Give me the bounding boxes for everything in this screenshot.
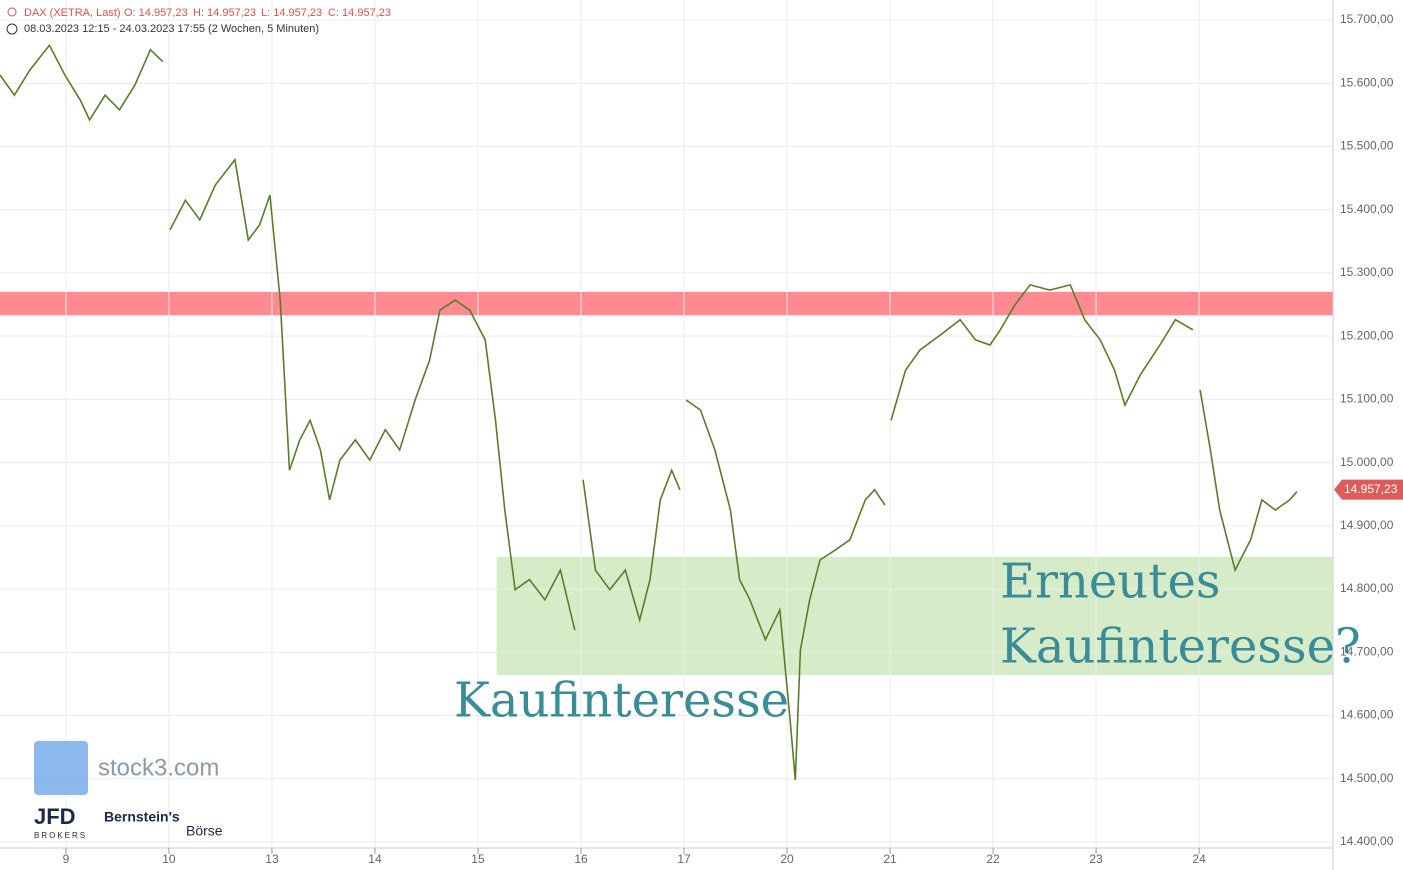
icon — [7, 7, 17, 17]
y-tick-label: 15.600,00 — [1340, 75, 1394, 89]
last-price-tag — [1334, 479, 1403, 500]
y-tick-label: 14.700,00 — [1340, 644, 1394, 658]
bernstein: Bernstein's — [104, 809, 180, 825]
x-tick-label: 9 — [63, 852, 70, 866]
y-tick-label: 15.500,00 — [1340, 139, 1394, 153]
y-tick-label: 14.400,00 — [1340, 834, 1394, 848]
x-tick-label: 23 — [1089, 852, 1103, 866]
low: L: 14.957,23 — [261, 7, 322, 19]
y-tick-label: 15.000,00 — [1340, 455, 1394, 469]
close: C: 14.957,23 — [328, 7, 391, 19]
logo — [34, 741, 88, 795]
x-tick-label: 13 — [265, 852, 279, 866]
price-line — [890, 283, 1194, 421]
y-tick-label: 15.200,00 — [1340, 328, 1394, 342]
stock3: stock3.com — [98, 754, 219, 781]
jfd: JFD — [34, 804, 76, 829]
y-tick-label: 14.500,00 — [1340, 771, 1394, 785]
price-line — [169, 157, 576, 631]
price-line — [1199, 389, 1298, 573]
price-line — [685, 399, 886, 781]
annotation: Kaufinteresse — [454, 673, 789, 729]
x-tick-label: 10 — [162, 852, 176, 866]
y-tick-label: 14.800,00 — [1340, 581, 1394, 595]
x-tick-label: 24 — [1192, 852, 1206, 866]
y-tick-label: 14.600,00 — [1340, 708, 1394, 722]
x-tick-label: 20 — [780, 852, 794, 866]
x-tick-label: 22 — [986, 852, 1000, 866]
annotation: Erneutes — [1000, 554, 1221, 610]
instrument: DAX (XETRA, Last) — [24, 7, 121, 19]
y-tick-label: 15.300,00 — [1340, 265, 1394, 279]
high: H: 14.957,23 — [193, 7, 256, 19]
x-tick-label: 16 — [574, 852, 588, 866]
x-tick-label: 17 — [677, 852, 691, 866]
boerse: Börse — [186, 823, 223, 839]
interval: (2 Wochen, 5 Minuten) — [208, 23, 319, 35]
last-price-label: 14.957,23 — [1344, 482, 1398, 496]
zone — [0, 291, 1333, 316]
icon — [6, 23, 18, 35]
x-tick-label: 14 — [368, 852, 382, 866]
zone — [496, 556, 1333, 676]
jfd-sub: BROKERS — [34, 831, 87, 840]
x-tick-label: 15 — [471, 852, 485, 866]
annotation: Kaufinteresse? — [1000, 619, 1361, 675]
y-tick-label: 15.400,00 — [1340, 202, 1394, 216]
price-line — [582, 468, 681, 624]
y-tick-label: 15.100,00 — [1340, 392, 1394, 406]
y-tick-label: 14.900,00 — [1340, 518, 1394, 532]
open: O: 14.957,23 — [124, 7, 188, 19]
x-tick-label: 21 — [883, 852, 897, 866]
price-line — [0, 43, 164, 122]
y-tick-label: 15.700,00 — [1340, 12, 1394, 26]
period: 08.03.2023 12:15 - 24.03.2023 17:55 — [24, 23, 205, 35]
